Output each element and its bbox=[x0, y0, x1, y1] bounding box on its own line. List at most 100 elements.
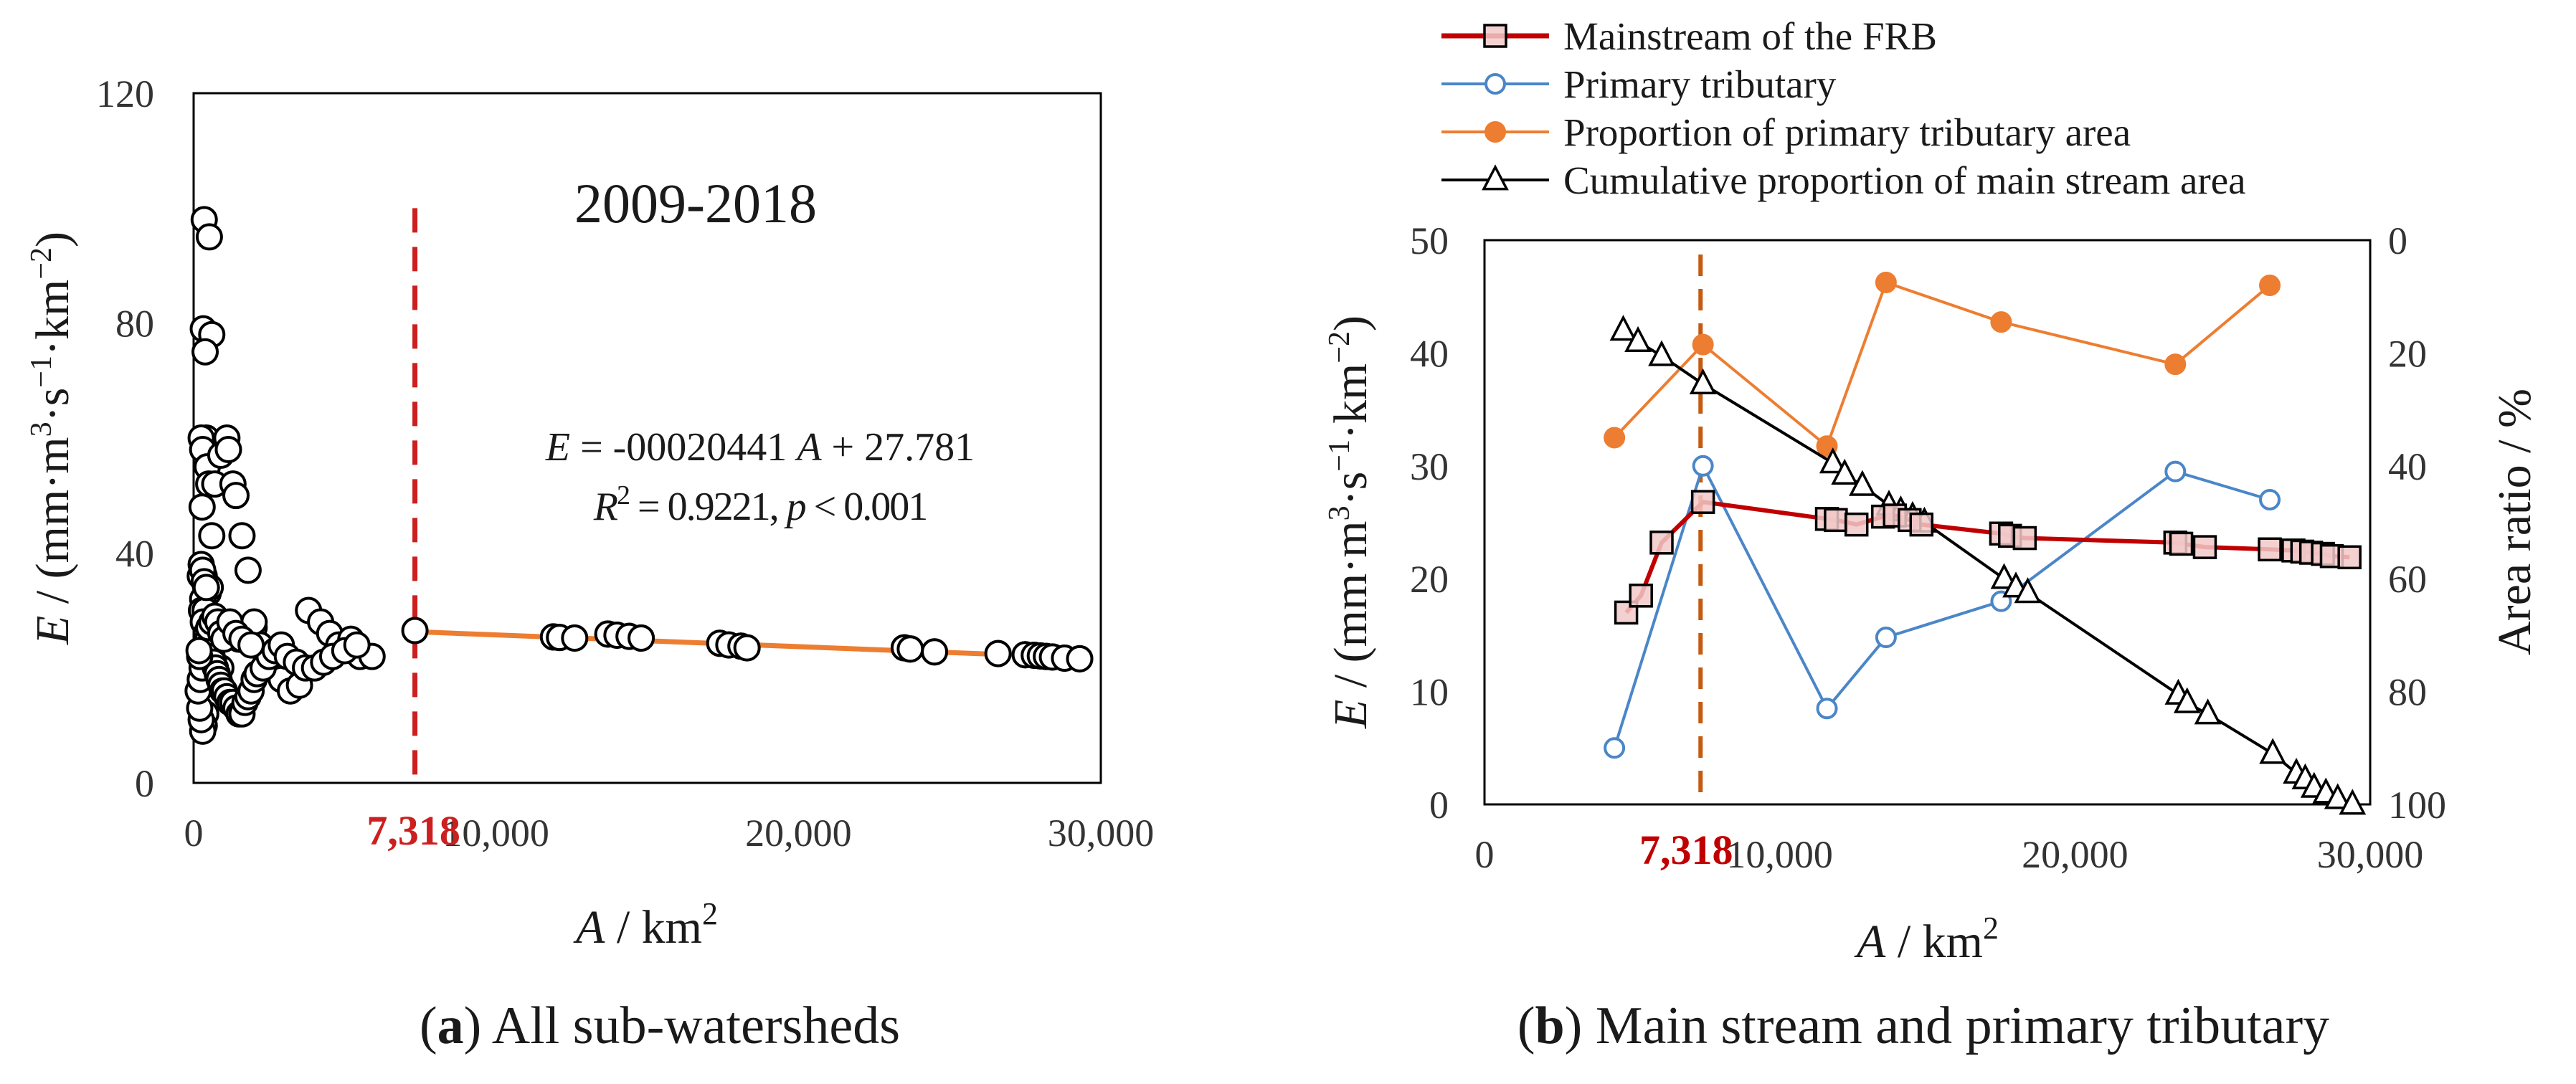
panel-b-left-tick-label: 20 bbox=[1410, 558, 1449, 601]
series-point bbox=[2164, 460, 2187, 482]
series-point bbox=[1844, 512, 1869, 537]
panel-a-data-point bbox=[237, 631, 265, 659]
legend-label: Primary tributary bbox=[1563, 62, 1837, 106]
legend-label: Proportion of primary tributary area bbox=[1563, 110, 2131, 154]
series-point bbox=[2324, 783, 2352, 809]
panel-b-left-tick-label: 50 bbox=[1410, 219, 1449, 262]
panel-a-y-tick-label: 40 bbox=[115, 532, 154, 575]
panel-b-right-tick-label: 80 bbox=[2388, 671, 2427, 714]
panel-a-data-point bbox=[628, 624, 655, 652]
panel-b-right-tick-label: 20 bbox=[2388, 332, 2427, 375]
series-point bbox=[2259, 489, 2281, 511]
series-point bbox=[1648, 340, 1675, 366]
panel-a-y-axis-label: E / (mm·m3·s−1·km−2) bbox=[25, 232, 79, 645]
panel-b-x-tick-label: 20,000 bbox=[2022, 833, 2128, 876]
panel-a-data-point bbox=[198, 522, 226, 550]
series-point bbox=[1604, 737, 1626, 759]
series-point bbox=[2192, 535, 2217, 559]
panel-b-x-tick-label: 10,000 bbox=[1726, 833, 1833, 876]
panel-a-data-point bbox=[214, 436, 242, 464]
panel-a-data-point bbox=[401, 617, 429, 645]
panel-a-caption: (a) All sub-watersheds bbox=[420, 997, 900, 1055]
series-point bbox=[1629, 584, 1653, 608]
panel-b-right-tick-label: 0 bbox=[2388, 219, 2407, 262]
panel-b-left-tick-label: 30 bbox=[1410, 445, 1449, 488]
legend-entry: Cumulative proportion of main stream are… bbox=[1441, 158, 2246, 202]
panel-b-right-tick-labels: 0 20 40 60 80 100 bbox=[2388, 219, 2446, 827]
series-point bbox=[2258, 537, 2282, 562]
series-point bbox=[2339, 789, 2367, 815]
legend-entry: Primary tributary bbox=[1441, 62, 1837, 106]
series-point bbox=[1604, 427, 1626, 449]
panel-a-threshold-label: 7,318 bbox=[366, 807, 460, 854]
legend-marker bbox=[1482, 164, 1509, 191]
legend-marker bbox=[1484, 73, 1506, 95]
series-point bbox=[1649, 531, 1674, 555]
panel-a-y-tick-label: 120 bbox=[96, 72, 154, 115]
panel-a-x-tick-label: 30,000 bbox=[1048, 812, 1155, 855]
series-point bbox=[2169, 531, 2194, 556]
panel-a-y-tick-labels: 0 40 80 120 bbox=[96, 72, 154, 805]
panel-b-left-tick-label: 10 bbox=[1410, 671, 1449, 714]
panel-b-plot-frame bbox=[1483, 239, 2372, 806]
panel-b-series bbox=[1604, 272, 2367, 815]
legend-entry: Proportion of primary tributary area bbox=[1441, 110, 2131, 154]
panel-a-data-point bbox=[222, 482, 250, 510]
panel-b-x-tick-label: 0 bbox=[1475, 833, 1495, 876]
panel-a-y-tick-label: 80 bbox=[115, 303, 154, 346]
panel-a-data-point bbox=[343, 631, 371, 659]
panel-a-scatter-points bbox=[184, 206, 1094, 745]
panel-a-data-point bbox=[228, 522, 256, 550]
panel-b-left-tick-labels: 0 10 20 30 40 50 bbox=[1410, 219, 1449, 827]
panel-a-fit-equation: E = -00020441 A + 27.781 bbox=[545, 425, 975, 470]
panel-a-data-point bbox=[896, 635, 924, 663]
panel-a-r-squared: R2 = 0.9221, p < 0.001 bbox=[593, 480, 927, 529]
series-point bbox=[1875, 272, 1897, 294]
series-proportion-of-primary-tributary-area bbox=[1604, 272, 2281, 457]
panel-b-threshold-label: 7,318 bbox=[1639, 827, 1733, 873]
legend-marker bbox=[1484, 121, 1506, 143]
series-point bbox=[1690, 490, 1715, 514]
panel-a-data-point bbox=[192, 574, 220, 602]
series-point bbox=[1816, 698, 1838, 720]
series-point bbox=[2014, 577, 2042, 604]
panel-b-x-tick-labels: 0 10,000 20,000 30,000 bbox=[1475, 833, 2424, 876]
panel-b-right-tick-label: 60 bbox=[2388, 558, 2427, 601]
panel-b-caption: (b) Main stream and primary tributary bbox=[1517, 997, 2329, 1055]
series-point bbox=[2259, 274, 2281, 296]
panel-b-right-tick-label: 100 bbox=[2388, 784, 2446, 827]
panel-a-data-point bbox=[921, 638, 949, 666]
series-line bbox=[1624, 500, 2350, 614]
panel-a-data-point bbox=[733, 634, 761, 662]
panel-b-left-tick-label: 0 bbox=[1429, 784, 1449, 827]
series-point bbox=[2337, 545, 2362, 570]
panel-b-left-tick-label: 40 bbox=[1410, 332, 1449, 375]
series-point bbox=[1875, 627, 1897, 649]
panel-a: 0 40 80 120 0 10,000 20,000 30,000 2009-2018 E… bbox=[25, 72, 1154, 1055]
series-point bbox=[1689, 368, 1717, 395]
panel-a-x-tick-labels: 0 10,000 20,000 30,000 bbox=[184, 812, 1155, 855]
series-mainstream-of-the-frb bbox=[1614, 490, 2362, 625]
panel-a-x-tick-label: 20,000 bbox=[745, 812, 852, 855]
series-point bbox=[1831, 458, 1859, 485]
panel-b-y-axis-label: E / (mm·m3·s−1·km−2) bbox=[1323, 315, 1377, 729]
panel-a-data-point bbox=[234, 556, 262, 584]
panel-a-x-axis-label: A / km2 bbox=[573, 896, 718, 954]
panel-b-right-axis-label: Area ratio / % bbox=[2489, 389, 2541, 655]
panel-a-data-point bbox=[188, 493, 216, 521]
panel-a-data-point bbox=[561, 624, 589, 652]
panel-a-data-point bbox=[984, 640, 1012, 667]
panel-a-data-point bbox=[185, 637, 213, 665]
series-point bbox=[1909, 512, 1934, 537]
panel-a-data-point bbox=[191, 338, 219, 366]
series-point bbox=[1624, 325, 1652, 353]
panel-a-y-tick-label: 0 bbox=[135, 762, 154, 805]
series-cumulative-proportion-of-main-stream-area bbox=[1609, 315, 2367, 815]
series-point bbox=[2173, 687, 2201, 713]
series-point bbox=[1819, 447, 1847, 474]
panel-a-x-tick-label: 10,000 bbox=[442, 812, 549, 855]
series-point bbox=[2259, 738, 2287, 764]
legend-entry: Mainstream of the FRB bbox=[1441, 14, 1937, 58]
